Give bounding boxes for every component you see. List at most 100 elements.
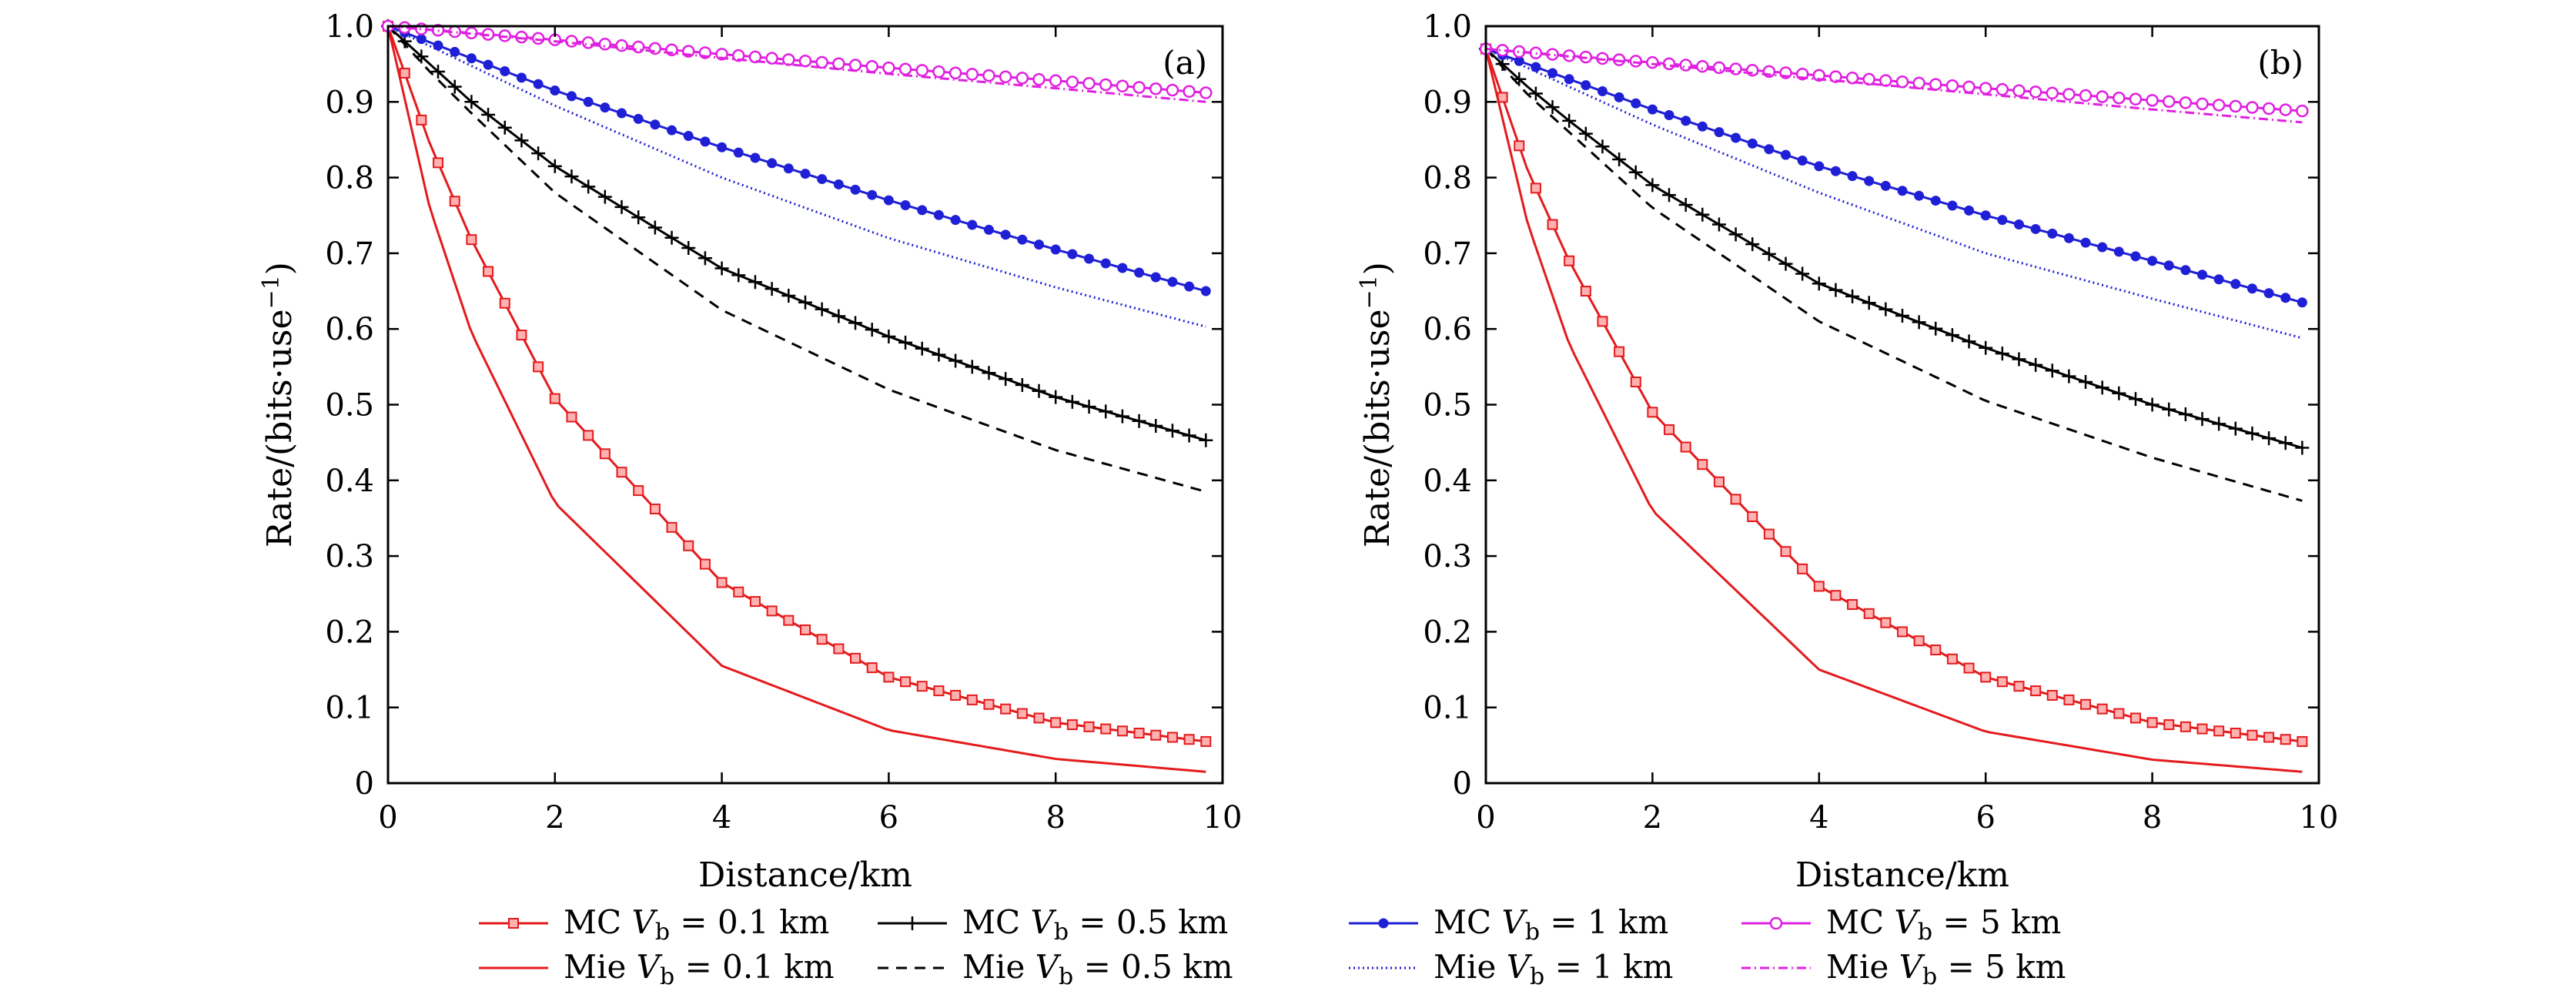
data-point	[1964, 205, 1975, 216]
legend: MC Vb = 0.1 km MC Vb = 0.5 km MC Vb = 1 km…	[479, 903, 2066, 990]
data-point	[1697, 121, 1708, 132]
data-point	[1514, 55, 1524, 66]
data-point	[2047, 228, 2058, 239]
data-point	[1912, 315, 1926, 330]
y-tick-label: 0	[1453, 766, 1472, 802]
data-point	[865, 60, 878, 73]
x-tick-label: 4	[712, 800, 731, 836]
data-point	[1132, 414, 1146, 428]
data-point	[497, 120, 512, 135]
data-point	[1880, 180, 1891, 191]
data-point	[798, 54, 812, 68]
data-point	[2180, 265, 2191, 276]
series-mie-v-b-5-km	[387, 25, 1206, 103]
data-point	[597, 189, 612, 204]
data-point	[1082, 400, 1096, 414]
data-point	[1595, 139, 1610, 154]
data-point	[800, 169, 811, 179]
data-point	[681, 241, 696, 256]
y-axis-label: Rate/(bits·use−1)	[1356, 262, 1397, 548]
data-point	[1017, 234, 1028, 245]
data-point	[1728, 227, 1743, 242]
data-point	[1778, 256, 1793, 271]
series-mie-v-b-5-km	[1485, 47, 2303, 124]
data-point	[1863, 608, 1875, 619]
data-point	[1629, 55, 1643, 68]
data-point	[1614, 346, 1625, 357]
data-point	[933, 685, 945, 697]
data-point	[999, 70, 1012, 84]
data-point	[1184, 281, 1195, 292]
data-point	[447, 79, 462, 94]
data-point	[898, 62, 912, 75]
x-tick-label: 10	[2300, 800, 2339, 836]
data-point	[883, 195, 894, 206]
x-tick-label: 2	[545, 800, 564, 836]
data-point	[600, 102, 611, 113]
data-point	[1581, 80, 1591, 91]
data-point	[748, 50, 762, 64]
data-point	[781, 288, 796, 303]
data-point	[2162, 95, 2176, 109]
data-point	[516, 330, 527, 341]
data-point	[616, 467, 627, 478]
y-tick-label: 0.2	[325, 615, 374, 650]
data-point	[1033, 712, 1045, 724]
legend-label: MC Vb = 5 km	[1826, 903, 2061, 946]
data-point	[1150, 272, 1161, 283]
data-point	[965, 360, 979, 374]
data-point	[2195, 412, 2210, 427]
data-point	[2245, 426, 2260, 440]
data-point	[1167, 276, 1178, 287]
data-point	[1830, 166, 1841, 176]
y-tick-label: 0.5	[1423, 388, 1472, 424]
data-point	[2296, 104, 2309, 118]
data-point	[1812, 276, 1826, 291]
data-point	[850, 652, 861, 664]
data-point	[765, 52, 778, 65]
data-point	[1099, 404, 1113, 419]
data-point	[1115, 409, 1129, 424]
data-point	[531, 146, 546, 161]
data-point	[1780, 546, 1791, 558]
legend-entry: Mie Vb = 0.1 km	[479, 948, 835, 990]
data-point	[631, 40, 645, 54]
legend-entry: Mie Vb = 5 km	[1741, 948, 2066, 990]
y-tick-label: 0.8	[325, 161, 374, 196]
legend-entry: MC Vb = 0.5 km	[878, 903, 1228, 946]
data-point	[815, 55, 828, 69]
legend-entry: Mie Vb = 0.5 km	[878, 948, 1233, 990]
data-point	[1979, 340, 1993, 355]
data-point	[1895, 308, 1909, 323]
data-point	[2080, 698, 2092, 710]
data-point	[1745, 237, 1760, 252]
data-point	[664, 230, 679, 245]
data-point	[2262, 431, 2277, 446]
data-point	[2012, 352, 2026, 367]
data-point	[1980, 210, 1991, 221]
data-point	[1995, 347, 2009, 361]
y-tick-label: 0.2	[1423, 615, 1472, 650]
data-point	[1829, 70, 1842, 83]
legend-label: MC Vb = 1 km	[1434, 903, 1668, 946]
data-point	[1646, 55, 1659, 69]
y-tick-label: 0.1	[1423, 691, 1472, 726]
data-point	[1066, 719, 1078, 731]
series-line	[387, 25, 1206, 328]
data-point	[848, 59, 862, 72]
series-mie-v-b-0-5-km	[386, 25, 1206, 493]
data-point	[898, 335, 913, 350]
data-point	[2113, 708, 2125, 719]
data-point	[2128, 392, 2143, 407]
data-point	[483, 266, 494, 277]
data-point	[1813, 581, 1825, 592]
data-point	[514, 133, 529, 148]
data-point	[831, 309, 846, 323]
data-point	[1530, 183, 1541, 194]
panel-tag: (b)	[2257, 44, 2303, 82]
data-point	[915, 64, 929, 77]
data-point	[1628, 165, 1643, 179]
data-point	[614, 199, 629, 214]
series-line	[1484, 49, 2303, 743]
data-point	[533, 79, 544, 89]
